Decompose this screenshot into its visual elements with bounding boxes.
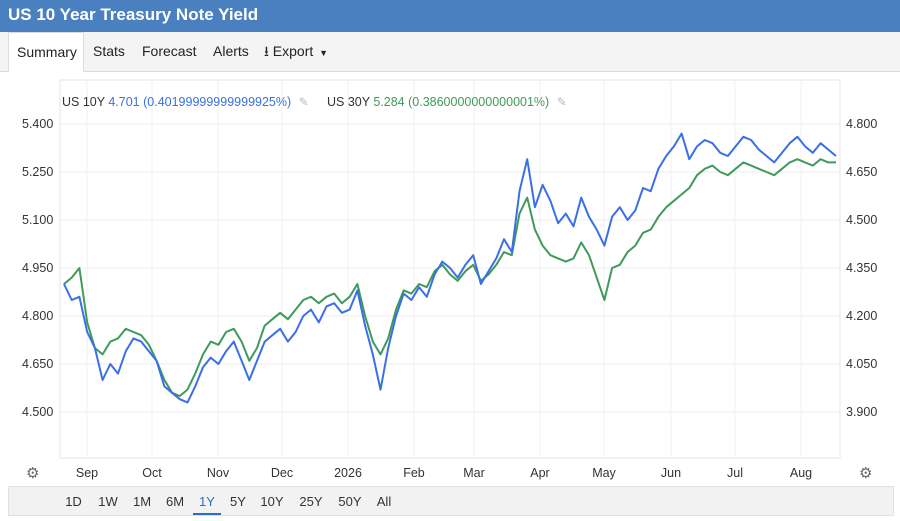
x-tick-label: Oct [142, 466, 162, 480]
range-10y[interactable]: 10Y [260, 494, 284, 509]
x-tick-label: Jul [727, 466, 743, 480]
right-tick-label: 4.800 [846, 117, 877, 131]
x-tick-label: Nov [207, 466, 230, 480]
download-icon: ⭳ [264, 43, 269, 59]
x-tick-label: Dec [271, 466, 293, 480]
range-selector: 1D 1W 1M 6M 1Y 5Y 10Y 25Y 50Y All [8, 486, 894, 516]
legend-us30y-value: 5.284 [373, 95, 405, 109]
series-line-us10y [63, 132, 837, 404]
legend-us30y-name: US 30Y [327, 95, 370, 109]
tab-stats[interactable]: Stats [93, 43, 125, 59]
range-1w[interactable]: 1W [98, 494, 118, 509]
x-tick-label: 2026 [334, 466, 362, 480]
legend-us30y-change: (0.3860000000000001%) [408, 95, 550, 109]
range-1m[interactable]: 1M [132, 494, 152, 509]
left-tick-label: 4.800 [22, 309, 53, 323]
legend-us10y-value: 4.701 [108, 95, 140, 109]
tab-forecast[interactable]: Forecast [142, 43, 197, 59]
right-axis-gear-icon[interactable]: ⚙ [859, 465, 873, 482]
x-tick-label: Apr [530, 466, 549, 480]
range-1y[interactable]: 1Y [193, 487, 221, 515]
plot-frame [59, 79, 841, 459]
page-title: US 10 Year Treasury Note Yield [8, 5, 259, 24]
range-25y[interactable]: 25Y [299, 494, 323, 509]
range-50y[interactable]: 50Y [338, 494, 362, 509]
legend-us30y: US 30Y 5.284 (0.3860000000000001%) ✎ [327, 95, 567, 109]
right-tick-label: 4.050 [846, 357, 877, 371]
left-axis-gear-icon[interactable]: ⚙ [26, 465, 40, 482]
series-line-us30y [63, 158, 836, 397]
tab-export-label: Export [272, 43, 314, 59]
right-tick-label: 4.500 [846, 213, 877, 227]
left-tick-label: 4.650 [22, 357, 53, 371]
right-tick-label: 4.200 [846, 309, 877, 323]
x-tick-label: Mar [463, 466, 485, 480]
x-tick-label: Jun [661, 466, 681, 480]
pencil-icon[interactable]: ✎ [298, 95, 309, 109]
legend-us10y: US 10Y 4.701 (0.40199999999999925%) ✎ [62, 95, 309, 109]
right-tick-label: 3.900 [846, 405, 877, 419]
left-tick-label: 5.250 [22, 165, 53, 179]
right-tick-label: 4.350 [846, 261, 877, 275]
tab-alerts[interactable]: Alerts [213, 43, 249, 59]
x-tick-label: Aug [790, 466, 812, 480]
legend-us10y-name: US 10Y [62, 95, 105, 109]
x-tick-label: Feb [403, 466, 425, 480]
legend-us10y-change: (0.40199999999999925%) [143, 95, 292, 109]
left-tick-label: 5.100 [22, 213, 53, 227]
left-tick-label: 4.500 [22, 405, 53, 419]
range-1d[interactable]: 1D [65, 494, 82, 509]
left-tick-label: 4.950 [22, 261, 53, 275]
left-tick-label: 5.400 [22, 117, 53, 131]
x-tick-label: May [592, 466, 616, 480]
range-6m[interactable]: 6M [165, 494, 185, 509]
pencil-icon[interactable]: ✎ [556, 95, 567, 109]
title-bar: US 10 Year Treasury Note Yield [0, 0, 900, 32]
chart-canvas: 5.400 5.250 5.100 4.950 4.800 4.650 4.500 4.800… [22, 79, 877, 480]
caret-down-icon: ▼ [319, 48, 329, 58]
tab-export[interactable]: ⭳ Export ▼ [256, 32, 336, 72]
range-all[interactable]: All [376, 494, 392, 509]
tab-summary[interactable]: Summary [8, 32, 84, 72]
right-tick-label: 4.650 [846, 165, 877, 179]
tab-bar: Summary Stats Forecast Alerts ⭳ Export ▼ [0, 32, 900, 72]
range-5y[interactable]: 5Y [230, 494, 246, 509]
x-tick-label: Sep [76, 466, 98, 480]
